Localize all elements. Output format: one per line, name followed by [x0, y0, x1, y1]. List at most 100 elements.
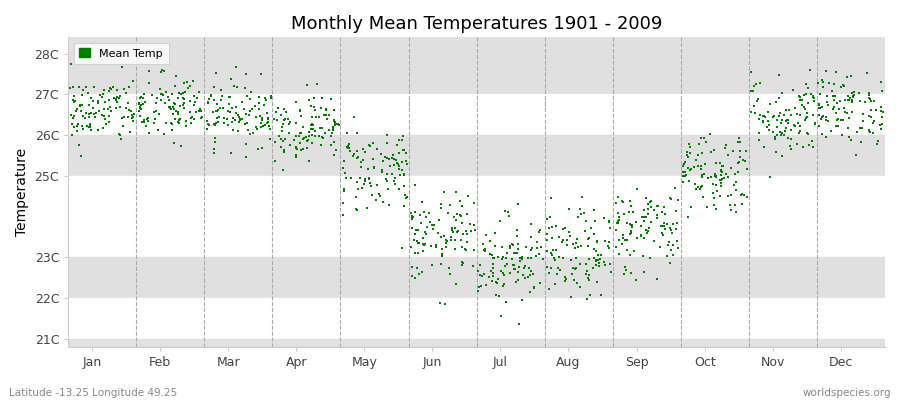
- Point: [132, 100, 147, 106]
- Point: [434, 234, 448, 240]
- Point: [695, 182, 709, 189]
- Point: [399, 157, 413, 164]
- Point: [873, 122, 887, 128]
- Point: [519, 244, 534, 250]
- Point: [488, 230, 502, 236]
- Point: [845, 99, 859, 106]
- Point: [471, 268, 485, 274]
- Point: [184, 120, 199, 126]
- Point: [379, 176, 393, 182]
- Point: [454, 244, 469, 250]
- Point: [222, 94, 237, 100]
- Point: [397, 182, 411, 189]
- Point: [235, 116, 249, 122]
- Point: [338, 158, 352, 164]
- Point: [84, 127, 98, 133]
- Point: [102, 88, 116, 94]
- Point: [669, 226, 683, 232]
- Point: [400, 194, 414, 200]
- Point: [238, 71, 253, 77]
- Point: [124, 112, 139, 118]
- Point: [73, 103, 87, 110]
- Point: [415, 269, 429, 275]
- Point: [194, 108, 209, 114]
- Point: [562, 206, 576, 212]
- Point: [549, 223, 563, 230]
- Point: [752, 80, 767, 86]
- Point: [403, 210, 418, 216]
- Point: [141, 68, 156, 74]
- Point: [523, 288, 537, 295]
- Point: [828, 110, 842, 116]
- Point: [446, 227, 460, 233]
- Point: [223, 109, 238, 116]
- Point: [731, 169, 745, 176]
- Point: [155, 67, 169, 74]
- Point: [82, 102, 96, 108]
- Point: [159, 120, 174, 126]
- Point: [122, 84, 136, 90]
- Point: [438, 301, 453, 307]
- Point: [799, 115, 814, 121]
- Point: [362, 175, 376, 181]
- Point: [381, 185, 395, 192]
- Point: [641, 201, 655, 207]
- Point: [821, 118, 835, 124]
- Point: [434, 200, 448, 207]
- Point: [544, 265, 558, 271]
- Point: [110, 94, 124, 101]
- Point: [240, 119, 255, 126]
- Point: [155, 91, 169, 97]
- Point: [798, 91, 813, 97]
- Point: [803, 67, 817, 74]
- Point: [166, 140, 181, 146]
- Point: [820, 99, 834, 105]
- Point: [562, 233, 577, 239]
- Point: [303, 125, 318, 132]
- Point: [132, 104, 147, 110]
- Point: [405, 215, 419, 222]
- Point: [788, 122, 802, 128]
- Point: [544, 195, 558, 201]
- Point: [140, 118, 155, 124]
- Point: [676, 163, 690, 169]
- Point: [188, 99, 202, 106]
- Point: [380, 154, 394, 161]
- Point: [423, 218, 437, 225]
- Point: [495, 256, 509, 262]
- Point: [418, 229, 432, 235]
- Point: [503, 270, 517, 277]
- Point: [158, 100, 172, 106]
- Point: [521, 254, 535, 261]
- Point: [553, 267, 567, 273]
- Point: [296, 146, 310, 152]
- Point: [260, 114, 274, 121]
- Point: [580, 275, 595, 282]
- Point: [811, 80, 825, 86]
- Point: [324, 142, 338, 148]
- Point: [815, 113, 830, 119]
- Point: [222, 94, 237, 100]
- Point: [587, 231, 601, 238]
- Point: [207, 121, 221, 128]
- Point: [156, 92, 170, 98]
- Point: [248, 124, 263, 130]
- Point: [875, 87, 889, 94]
- Point: [267, 139, 282, 146]
- Point: [454, 203, 469, 209]
- Point: [163, 103, 177, 110]
- Point: [472, 283, 486, 290]
- Point: [559, 276, 573, 282]
- Point: [244, 88, 258, 95]
- Point: [760, 123, 774, 130]
- Point: [166, 111, 180, 117]
- Point: [493, 218, 508, 224]
- Point: [731, 139, 745, 145]
- Point: [518, 275, 532, 282]
- Point: [793, 128, 807, 134]
- Point: [869, 141, 884, 147]
- Point: [554, 239, 569, 245]
- Point: [86, 98, 100, 104]
- Point: [851, 90, 866, 96]
- Point: [342, 140, 356, 147]
